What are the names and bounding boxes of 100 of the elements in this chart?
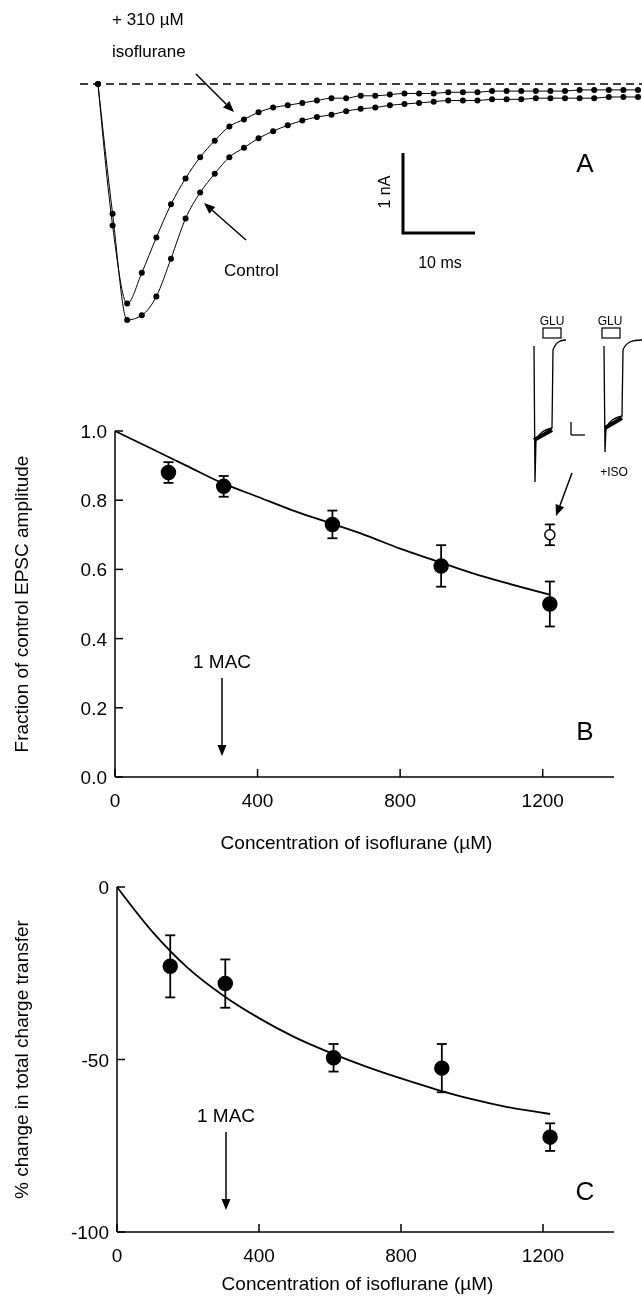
point [226,154,233,161]
point [313,114,320,121]
point [489,96,496,103]
point [474,89,481,96]
point [489,88,496,95]
point [532,88,539,95]
point [605,86,612,93]
point [182,175,189,182]
series-label: + 310 µM isoflurane [112,10,186,61]
point [474,97,481,104]
point [109,210,116,217]
y-axis-title: % change in total charge transfer [11,919,32,1199]
point [255,135,262,142]
point [153,234,160,241]
point [386,91,393,98]
point [620,86,627,93]
point [635,86,641,93]
annotation: 1 MAC [192,651,252,672]
point [562,95,569,102]
point [542,596,558,612]
point [167,255,174,262]
annotation: 1 nA [376,175,393,209]
point [197,189,204,196]
text: Control [224,261,279,280]
point [576,86,583,93]
y-axis-title: Fraction of control EPSC amplitude [11,455,32,753]
y-tick-label: 0 [98,877,109,898]
point [182,215,189,222]
point [386,102,393,109]
point [547,95,554,102]
point [217,975,234,992]
x-axis-title: Concentration of isoflurane (µM) [220,832,493,853]
point [240,144,247,151]
annotation: GLU [539,314,565,328]
point [532,95,539,102]
point [401,90,408,97]
y-tick-label: -50 [81,1049,109,1071]
annotation: +ISO [600,465,628,479]
point [153,293,160,300]
point [372,104,379,111]
point [401,101,408,108]
x-tick-label: 800 [385,1245,417,1266]
point [255,109,262,116]
point [416,99,423,106]
annotation: C [575,1176,595,1206]
x-tick-label: 400 [241,790,274,811]
point [518,96,525,103]
point [562,88,569,95]
point [357,105,364,112]
y-tick-label: 0.2 [80,697,107,719]
point [445,89,452,96]
point [284,122,291,129]
point [430,98,437,105]
point [620,93,627,100]
annotation: 10 ms [418,254,462,271]
point [167,201,174,208]
point [328,95,335,102]
point [197,154,204,161]
point [162,958,178,975]
point [544,529,556,541]
point [299,117,306,124]
y-tick-label: 1.0 [80,421,107,442]
point [343,108,350,115]
x-tick-label: 1200 [521,1245,565,1266]
point [95,81,101,87]
point [226,123,233,130]
point [605,93,612,100]
point [124,300,131,307]
annotation: A [576,148,595,178]
point [138,269,145,276]
point [542,1129,558,1145]
y-tick-label: 0.4 [80,628,108,650]
x-axis-title: Concentration of isoflurane (µM) [221,1273,494,1294]
point [270,104,277,111]
point [547,88,554,95]
point [635,93,641,100]
point [211,137,218,144]
point [518,88,525,95]
point [343,95,350,102]
annotation: GLU [597,314,623,328]
y-tick-label: 0.8 [80,490,107,512]
point [459,89,466,96]
point [211,170,218,177]
annotation: 1 MAC [196,1105,256,1126]
point [372,92,379,99]
point [299,99,306,106]
x-tick-label: 400 [243,1245,275,1266]
point [138,312,145,319]
x-tick-label: 800 [384,790,416,811]
point [503,96,510,103]
y-tick-label: -100 [70,1222,109,1243]
point [445,97,452,104]
point [434,1060,450,1076]
y-tick-label: 0.6 [80,559,107,581]
y-tick-label: 0.0 [80,767,107,788]
point [576,95,583,102]
point [284,102,291,109]
point [313,97,320,104]
x-tick-label: 0 [111,1245,123,1266]
point [328,111,335,118]
